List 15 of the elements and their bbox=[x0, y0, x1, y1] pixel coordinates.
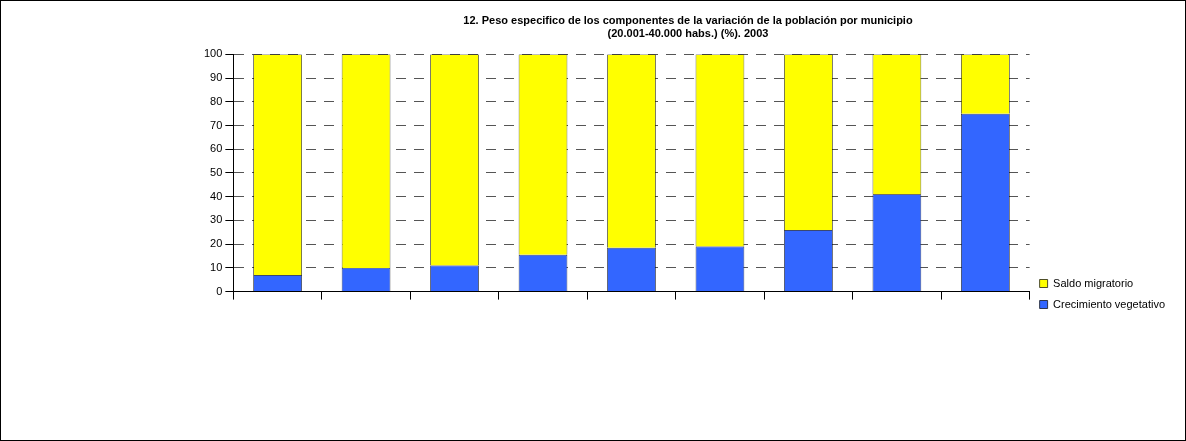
y-tick-label: 80 bbox=[210, 94, 223, 107]
y-tick-label: 40 bbox=[210, 189, 223, 202]
y-tick-label: 30 bbox=[210, 213, 223, 226]
y-tick-label: 60 bbox=[210, 142, 223, 155]
y-tick-label: 100 bbox=[203, 47, 223, 60]
legend-label: Saldo migratorio bbox=[1053, 276, 1134, 289]
text: (20.001-40.000 habs.) (%). 2003 bbox=[607, 26, 769, 39]
y-tick-label: 70 bbox=[210, 118, 223, 131]
y-tick-label: 10 bbox=[210, 260, 223, 273]
y-tick-label: 20 bbox=[210, 237, 223, 250]
legend-label: Crecimiento vegetativo bbox=[1053, 297, 1166, 310]
y-tick-label: 0 bbox=[216, 284, 223, 297]
y-tick-label: 50 bbox=[210, 166, 223, 179]
text: 12. Peso especifico de los componentes de la variación de la población por municipio bbox=[463, 13, 913, 26]
y-tick-label: 90 bbox=[210, 71, 223, 84]
